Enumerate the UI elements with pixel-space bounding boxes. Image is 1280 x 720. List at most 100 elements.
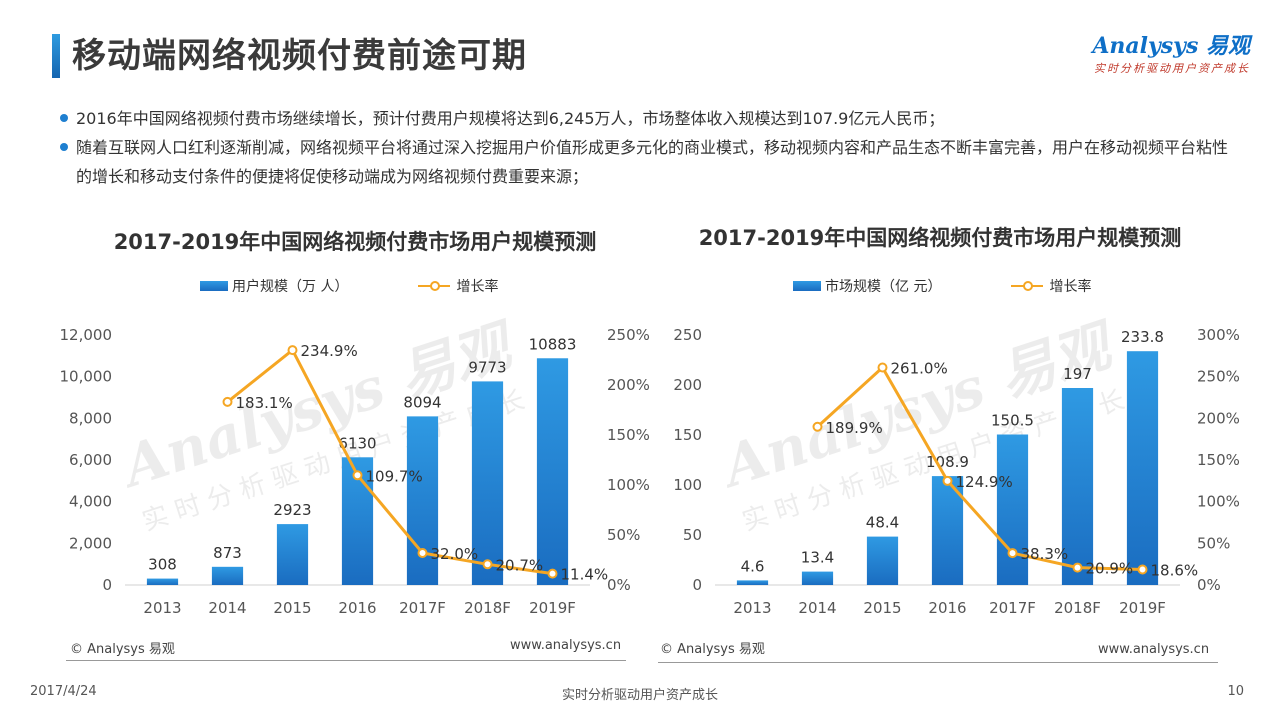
bar-value-label: 2923 [273, 501, 311, 519]
bar-value-label: 233.8 [1121, 328, 1164, 346]
bar-value-label: 108.9 [926, 453, 969, 471]
growth-rate-point [222, 396, 233, 407]
x-axis-tick-label: 2017F [399, 599, 446, 617]
chart-1-divider [66, 660, 626, 661]
page-title: 移动端网络视频付费前途可期 [72, 36, 527, 76]
x-axis-tick-label: 2013 [733, 599, 771, 617]
chart-1-site: www.analysys.cn [510, 638, 622, 653]
growth-rate-label: 38.3% [1021, 545, 1069, 563]
bullet-item: 随着互联网人口红利逐渐削减，网络视频平台将通过深入挖掘用户价值形成更多元化的商业… [60, 133, 1240, 191]
x-axis-tick-label: 2018F [464, 599, 511, 617]
growth-rate-line [226, 347, 553, 576]
x-axis-tick-label: 2013 [143, 599, 181, 617]
logo-brand: Analysys 易观 [1092, 33, 1250, 59]
legend-bar-label: 用户规模（万 人） [232, 279, 349, 295]
growth-rate-point [942, 475, 953, 486]
bullet-text: 2016年中国网络视频付费市场继续增长，预计付费用户规模将达到6,245万人，市… [76, 109, 945, 128]
chart-1: 0 2,000 4,000 6,000 8,000 10,000 12,000 0% 50% 10… [60, 326, 650, 617]
y2-axis-tick-label: 150% [607, 426, 650, 444]
chart-2-legend: 市场规模（亿 元） 增长率 [793, 276, 1091, 296]
growth-rate-label: 18.6% [1151, 562, 1199, 580]
y-axis-tick-label: 8,000 [69, 409, 112, 427]
chart-1-title: 2017-2019年中国网络视频付费市场用户规模预测 [113, 230, 597, 254]
logo-tagline: 实时分析驱动用户资产成长 [1094, 62, 1250, 75]
summary-bullets: 2016年中国网络视频付费市场继续增长，预计付费用户规模将达到6,245万人，市… [60, 104, 1240, 191]
bar-value-label: 150.5 [991, 412, 1034, 430]
growth-rate-point [287, 345, 298, 356]
growth-rate-point [877, 362, 888, 373]
legend-bar-label: 市场规模（亿 元） [825, 279, 942, 295]
growth-rate-label: 124.9% [956, 473, 1013, 491]
y-axis-tick-label: 0 [102, 576, 112, 594]
y-axis-tick-label: 6,000 [69, 451, 112, 469]
legend-line-swatch-icon [1011, 281, 1044, 291]
growth-rate-label: 109.7% [366, 467, 423, 485]
y2-axis-tick-label: 50% [607, 526, 640, 544]
chart-2-source: © Analysys 易观 [660, 642, 765, 657]
legend-line-label: 增长率 [1049, 279, 1092, 295]
bar-value-label: 6130 [338, 434, 376, 452]
brand-logo: Analysys 易观 实时分析驱动用户资产成长 [1092, 34, 1250, 76]
legend-line-label: 增长率 [456, 279, 499, 295]
growth-rate-point [1072, 562, 1083, 573]
growth-rate-label: 32.0% [431, 545, 479, 563]
y2-axis-tick-label: 200% [1197, 409, 1240, 427]
chart-2-divider [658, 662, 1218, 663]
x-axis-tick-label: 2016 [928, 599, 966, 617]
x-axis-tick-label: 2017F [989, 599, 1036, 617]
growth-rate-point [352, 470, 363, 481]
bar-value-label: 10883 [529, 335, 577, 353]
footer-page-number: 10 [1227, 684, 1244, 699]
y-axis-tick-label: 100 [673, 476, 702, 494]
bullet-dot-icon [60, 143, 68, 151]
bar [276, 524, 309, 585]
y2-axis-tick-label: 50% [1197, 534, 1230, 552]
bar [996, 434, 1029, 585]
bullet-text: 随着互联网人口红利逐渐削减，网络视频平台将通过深入挖掘用户价值形成更多元化的商业… [76, 138, 1229, 186]
growth-rate-point [547, 568, 558, 579]
growth-rate-label: 234.9% [301, 342, 358, 360]
y2-axis-tick-label: 0% [607, 576, 631, 594]
legend-bar-swatch-icon [200, 281, 228, 291]
x-axis-tick-label: 2014 [208, 599, 246, 617]
x-axis-tick-label: 2016 [338, 599, 376, 617]
bar-value-label: 873 [213, 544, 242, 562]
y-axis-tick-label: 2,000 [69, 534, 112, 552]
bullet-item: 2016年中国网络视频付费市场继续增长，预计付费用户规模将达到6,245万人，市… [60, 104, 1240, 133]
y-axis-tick-label: 250 [673, 326, 702, 344]
growth-rate-point [812, 421, 823, 432]
y2-axis-tick-label: 100% [1197, 493, 1240, 511]
bar-value-label: 8094 [403, 393, 441, 411]
chart-2-site: www.analysys.cn [1098, 642, 1210, 657]
y-axis-tick-label: 150 [673, 426, 702, 444]
chart-1-source: © Analysys 易观 [70, 642, 175, 657]
bar-value-label: 48.4 [866, 514, 899, 532]
chart-1-legend: 用户规模（万 人） 增长率 [200, 276, 498, 296]
x-axis-tick-label: 2015 [863, 599, 901, 617]
bar-value-label: 4.6 [741, 557, 765, 575]
chart-2: 0 50 100 150 200 250 0% 50% 100% 150% 200% 250% 300%… [673, 326, 1240, 617]
bar-value-label: 197 [1063, 365, 1092, 383]
bar [801, 571, 834, 585]
bar-value-label: 308 [148, 556, 177, 574]
bar [866, 536, 899, 585]
bar [736, 580, 769, 585]
footer-center-text: 实时分析驱动用户资产成长 [561, 688, 718, 703]
y2-axis-tick-label: 250% [607, 326, 650, 344]
x-axis-tick-label: 2018F [1054, 599, 1101, 617]
x-axis-tick-label: 2015 [273, 599, 311, 617]
bar-value-label: 9773 [468, 358, 506, 376]
growth-rate-label: 20.9% [1086, 560, 1134, 578]
growth-rate-point [482, 559, 493, 570]
y2-axis-tick-label: 100% [607, 476, 650, 494]
y2-axis-tick-label: 250% [1197, 368, 1240, 386]
growth-rate-point [417, 548, 428, 558]
growth-rate-line [816, 365, 1143, 571]
growth-rate-point [1137, 564, 1148, 575]
bar [1061, 388, 1094, 585]
y2-axis-tick-label: 150% [1197, 451, 1240, 469]
legend-line-swatch-icon [418, 281, 451, 291]
y-axis-tick-label: 4,000 [69, 493, 112, 511]
y-axis-tick-label: 10,000 [60, 368, 113, 386]
growth-rate-label: 11.4% [561, 566, 609, 584]
